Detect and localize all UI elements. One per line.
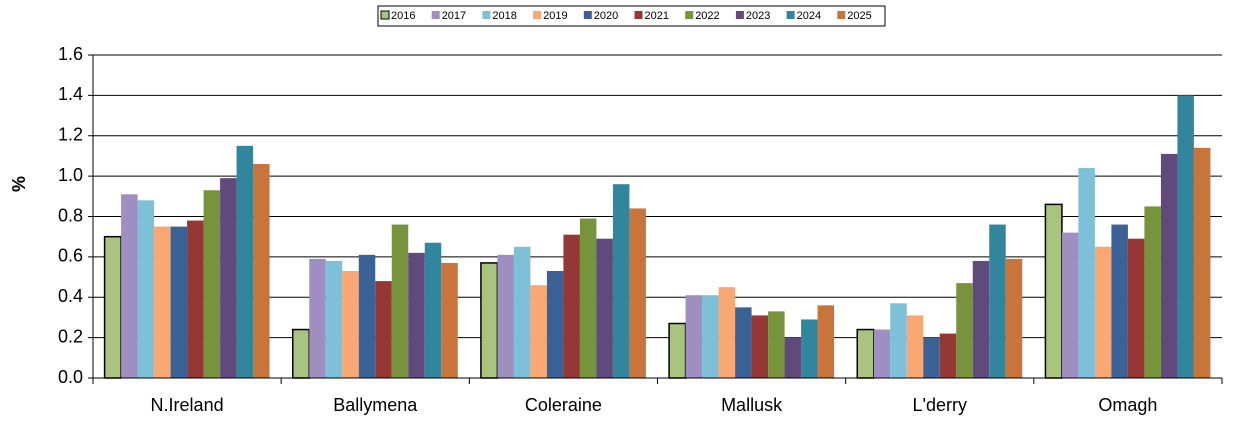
legend-swatch bbox=[786, 11, 795, 19]
bar bbox=[1061, 232, 1079, 378]
bar bbox=[1044, 203, 1063, 379]
bar bbox=[342, 271, 359, 378]
y-tick-label: 1.0 bbox=[58, 165, 83, 185]
bar bbox=[685, 295, 703, 378]
legend-label: 2020 bbox=[594, 10, 618, 22]
x-tick-label: L'derry bbox=[913, 395, 967, 415]
bar bbox=[735, 307, 752, 378]
x-tick-label: Mallusk bbox=[721, 395, 783, 415]
bar bbox=[751, 315, 769, 378]
bar bbox=[906, 315, 924, 378]
bar bbox=[103, 235, 122, 379]
bar bbox=[546, 271, 564, 378]
bar bbox=[1005, 258, 1023, 378]
legend-swatch bbox=[583, 11, 592, 19]
legend-label: 2017 bbox=[442, 10, 466, 22]
bar bbox=[1193, 147, 1211, 378]
bar bbox=[1127, 238, 1145, 378]
bar bbox=[972, 260, 990, 378]
bar bbox=[497, 254, 514, 378]
bar bbox=[253, 164, 270, 378]
bar bbox=[989, 224, 1006, 378]
legend-swatch bbox=[634, 11, 643, 19]
bar bbox=[480, 262, 499, 379]
bar bbox=[768, 311, 785, 378]
legend-swatch bbox=[431, 11, 440, 19]
bar bbox=[408, 252, 425, 378]
bar bbox=[1144, 206, 1161, 378]
legend-box bbox=[377, 5, 886, 27]
bar bbox=[292, 328, 310, 379]
bar bbox=[629, 208, 646, 378]
x-tick-label: Omagh bbox=[1098, 395, 1157, 415]
bar bbox=[956, 283, 973, 378]
bar bbox=[784, 337, 802, 378]
legend-swatch bbox=[533, 11, 542, 19]
x-tick-label: N.Ireland bbox=[151, 395, 224, 415]
legend-label: 2024 bbox=[797, 10, 821, 22]
y-tick-label: 1.6 bbox=[58, 44, 83, 64]
bar bbox=[154, 226, 171, 378]
bar bbox=[873, 329, 891, 378]
y-tick-label: 0.8 bbox=[58, 205, 83, 225]
bar bbox=[1177, 95, 1194, 378]
legend-label: 2022 bbox=[695, 10, 719, 22]
legend-label: 2021 bbox=[645, 10, 669, 22]
bar bbox=[441, 262, 458, 378]
bar bbox=[391, 224, 409, 378]
bar bbox=[220, 178, 237, 378]
bar bbox=[702, 295, 719, 378]
bar bbox=[890, 303, 907, 378]
bar bbox=[309, 258, 326, 378]
bar bbox=[1078, 168, 1095, 378]
bar bbox=[1160, 153, 1178, 378]
legend-swatch bbox=[685, 11, 694, 19]
bar bbox=[203, 190, 221, 378]
legend-label: 2025 bbox=[847, 10, 871, 22]
bar bbox=[668, 322, 687, 379]
x-tick-label: Coleraine bbox=[525, 395, 602, 415]
bar bbox=[1094, 246, 1112, 378]
bar bbox=[358, 254, 376, 378]
legend-label: 2016 bbox=[391, 10, 415, 22]
bar bbox=[817, 305, 835, 378]
bar bbox=[718, 287, 736, 378]
bar bbox=[856, 328, 875, 379]
x-tick-label: Ballymena bbox=[333, 395, 418, 415]
bar bbox=[579, 218, 597, 378]
bar bbox=[923, 337, 940, 378]
legend-label: 2018 bbox=[492, 10, 516, 22]
bar bbox=[513, 246, 531, 378]
legend-swatch bbox=[735, 11, 744, 19]
bar bbox=[612, 184, 630, 378]
legend-label: 2019 bbox=[543, 10, 567, 22]
legend-swatch bbox=[837, 11, 846, 19]
bar bbox=[1111, 224, 1128, 378]
bar bbox=[801, 319, 818, 378]
bar bbox=[137, 200, 155, 378]
bar bbox=[939, 333, 957, 378]
bar bbox=[563, 234, 580, 378]
legend-label: 2023 bbox=[746, 10, 770, 22]
y-tick-label: 0.4 bbox=[58, 286, 83, 306]
y-tick-label: 0.6 bbox=[58, 246, 83, 266]
legend-swatch bbox=[482, 11, 491, 19]
bar bbox=[530, 285, 547, 378]
bar bbox=[375, 281, 392, 378]
bar bbox=[170, 226, 188, 378]
bar bbox=[121, 194, 138, 378]
bar bbox=[596, 238, 613, 378]
y-tick-label: 0.0 bbox=[58, 367, 83, 387]
bar bbox=[187, 220, 204, 378]
bar bbox=[325, 260, 343, 378]
bar bbox=[424, 242, 442, 378]
y-tick-label: 0.2 bbox=[58, 326, 83, 346]
bar bbox=[236, 145, 254, 378]
y-tick-label: 1.2 bbox=[58, 125, 83, 145]
legend-swatch bbox=[380, 10, 390, 20]
y-tick-label: 1.4 bbox=[58, 84, 83, 104]
y-axis-label: % bbox=[9, 176, 29, 192]
